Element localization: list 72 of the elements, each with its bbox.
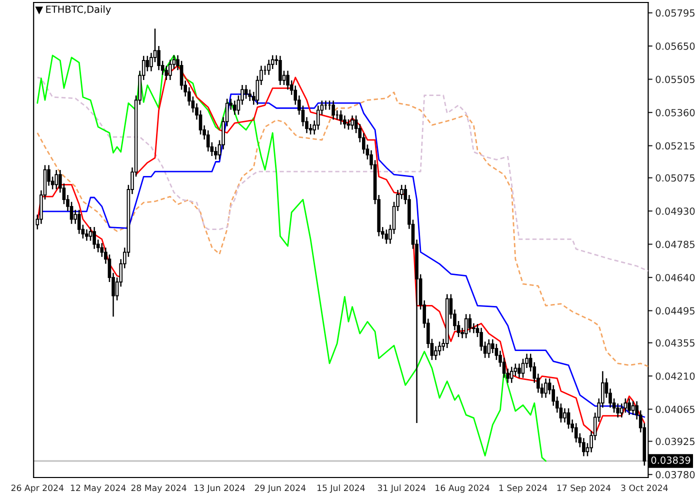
candlestick bbox=[233, 100, 236, 116]
x-tick-label: 3 Oct 2024 bbox=[621, 484, 668, 492]
candlestick bbox=[514, 362, 518, 377]
y-tick-label: 0.04065 bbox=[656, 406, 694, 414]
x-tick-label: 31 Jul 2024 bbox=[378, 484, 426, 493]
candlestick bbox=[566, 408, 570, 430]
candlestick bbox=[384, 228, 388, 244]
candlestick bbox=[582, 437, 586, 457]
candlestick bbox=[468, 314, 472, 334]
candlestick bbox=[206, 130, 210, 152]
x-tick-label: 16 Aug 2024 bbox=[436, 484, 490, 493]
y-tick-label: 0.04785 bbox=[656, 240, 694, 248]
y-tick-label: 0.05650 bbox=[656, 42, 695, 50]
candlestick bbox=[92, 226, 96, 250]
candlestick bbox=[518, 362, 521, 378]
y-tick-label: 0.04495 bbox=[656, 307, 694, 315]
candlestick bbox=[88, 226, 92, 242]
candlestick bbox=[487, 338, 491, 359]
y-tick-label: 0.04355 bbox=[656, 339, 694, 347]
candlestick bbox=[624, 398, 628, 414]
candlestick bbox=[563, 408, 566, 424]
candlestick bbox=[248, 88, 252, 102]
candlestick bbox=[278, 55, 282, 86]
x-tick-label: 29 Jun 2024 bbox=[254, 484, 306, 493]
candlestick bbox=[631, 400, 635, 416]
candlestick bbox=[267, 59, 270, 76]
line-series bbox=[36, 92, 648, 368]
candlestick bbox=[350, 114, 354, 130]
candlestick bbox=[628, 398, 631, 416]
candlestick bbox=[146, 55, 150, 72]
candlestick bbox=[616, 402, 620, 418]
candlestick bbox=[438, 340, 442, 356]
y-tick-label: 0.05360 bbox=[656, 108, 695, 116]
line-series bbox=[36, 54, 546, 462]
chart-title: ETHBTC,Daily bbox=[46, 5, 111, 15]
x-tick-label: 26 Apr 2024 bbox=[11, 484, 64, 493]
y-tick-label: 0.05215 bbox=[656, 142, 694, 150]
candlestick bbox=[620, 402, 624, 418]
candlestick bbox=[343, 114, 346, 130]
y-tick-label: 0.03780 bbox=[656, 471, 695, 478]
y-tick-label: 0.03925 bbox=[656, 438, 694, 446]
x-tick-label: 17 Sep 2024 bbox=[557, 484, 611, 493]
candlestick bbox=[574, 422, 578, 444]
candlestick bbox=[464, 314, 468, 339]
x-tick-label: 13 Jun 2024 bbox=[194, 484, 245, 493]
candlestick bbox=[244, 84, 248, 100]
x-tick-label: 12 May 2024 bbox=[70, 484, 126, 493]
candlestick bbox=[521, 358, 525, 378]
candlestick bbox=[316, 104, 320, 130]
candlestick bbox=[164, 65, 168, 81]
candlestick bbox=[168, 59, 172, 81]
candlestick bbox=[434, 346, 438, 361]
candlestick bbox=[544, 378, 548, 398]
candlestick bbox=[339, 110, 343, 126]
x-tick-label: 15 Jul 2024 bbox=[317, 484, 365, 493]
candlestick bbox=[214, 146, 218, 160]
y-tick-label: 0.05505 bbox=[656, 76, 694, 84]
x-tick-label: 1 Sep 2024 bbox=[499, 484, 548, 493]
candlestick bbox=[85, 228, 88, 242]
y-tick-label: 0.04930 bbox=[656, 207, 695, 215]
y-tick-label: 0.04210 bbox=[656, 372, 695, 380]
candlestick bbox=[77, 209, 81, 235]
x-tick-label: 28 May 2024 bbox=[131, 484, 186, 493]
ref-line-label: 0.03839 bbox=[651, 456, 690, 464]
y-tick-label: 0.04640 bbox=[656, 274, 695, 282]
candlestick bbox=[54, 169, 58, 190]
candlestick bbox=[510, 366, 514, 384]
candlestick bbox=[346, 118, 350, 130]
y-tick-label: 0.05075 bbox=[656, 174, 694, 182]
y-tick-label: 0.05795 bbox=[656, 9, 694, 17]
line-series bbox=[36, 76, 648, 272]
candlestick bbox=[332, 100, 335, 120]
